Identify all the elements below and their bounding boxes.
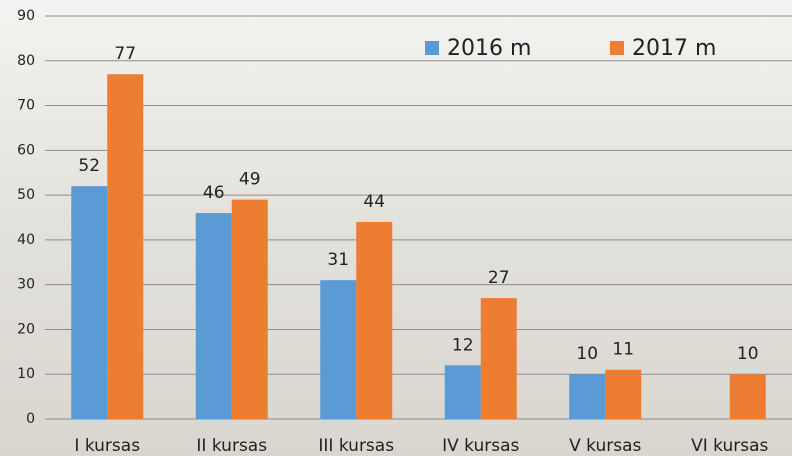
data-label: 10: [737, 344, 759, 364]
bar: [445, 365, 481, 419]
legend-swatch: [425, 41, 439, 55]
bar: [356, 222, 392, 419]
x-tick-label: V kursas: [569, 436, 641, 456]
data-label: 46: [203, 183, 225, 203]
chart: 0 10 20 30 40 50 60 70 80 90 I kursas 52 77 II kursas…: [0, 0, 792, 456]
x-tick-label: II kursas: [196, 436, 267, 456]
bar: [232, 200, 268, 419]
x-tick-label: III kursas: [318, 436, 394, 456]
bar: [320, 280, 356, 419]
bar: [730, 374, 766, 419]
y-tick-label: 60: [17, 142, 35, 158]
data-label: 77: [114, 44, 136, 64]
data-label: 52: [78, 156, 100, 176]
data-label: 27: [488, 268, 510, 288]
legend-label: 2016 m: [447, 36, 531, 61]
y-tick-label: 90: [17, 8, 35, 24]
bar: [481, 298, 517, 419]
y-tick-label: 50: [17, 187, 35, 203]
data-label: 11: [612, 340, 634, 360]
bar: [569, 374, 605, 419]
bar: [107, 74, 143, 419]
y-tick-label: 30: [17, 277, 35, 293]
y-tick-label: 0: [26, 411, 35, 427]
legend-label: 2017 m: [632, 36, 716, 61]
legend-swatch: [610, 41, 624, 55]
y-tick-label: 40: [17, 232, 35, 248]
y-tick-label: 70: [17, 98, 35, 114]
bar: [605, 370, 641, 419]
bar: [71, 186, 107, 419]
data-label: 49: [239, 170, 261, 190]
data-label: 12: [452, 335, 474, 355]
y-tick-label: 10: [17, 366, 35, 382]
y-tick-label: 20: [17, 321, 35, 337]
x-tick-label: IV kursas: [442, 436, 519, 456]
data-label: 44: [363, 192, 385, 212]
bar: [196, 213, 232, 419]
y-tick-label: 80: [17, 53, 35, 69]
data-label: 10: [576, 344, 598, 364]
data-label: 31: [327, 250, 349, 270]
x-tick-label: I kursas: [74, 436, 140, 456]
x-tick-label: VI kursas: [691, 436, 768, 456]
